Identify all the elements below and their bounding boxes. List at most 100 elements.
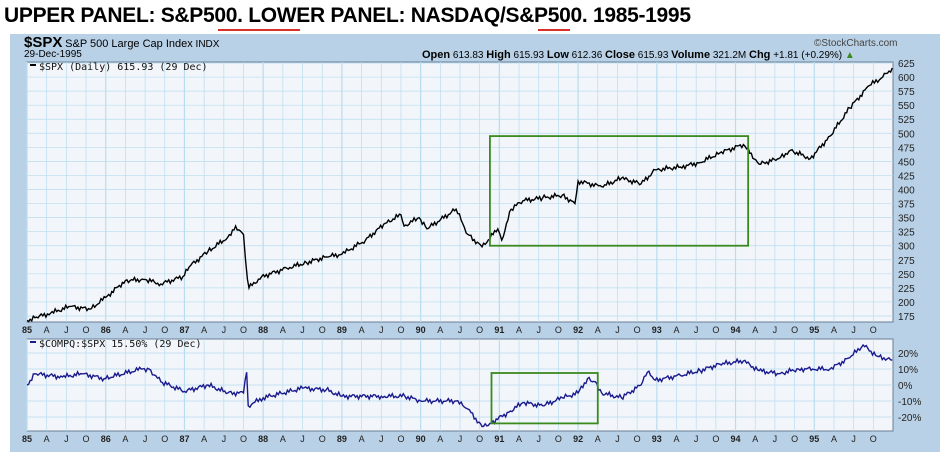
legend-label: $COMPQ:$SPX 15.50% (29 Dec) bbox=[39, 339, 202, 350]
x-tick-label: A bbox=[516, 434, 522, 444]
y-tick-label: 275 bbox=[898, 256, 915, 267]
x-tick-label: O bbox=[712, 325, 719, 335]
y-tick-label: 475 bbox=[898, 143, 915, 154]
compq-spx-ratio-line bbox=[26, 343, 893, 428]
x-tick-label: A bbox=[437, 325, 443, 335]
x-tick-label: O bbox=[319, 325, 326, 335]
x-tick-label: A bbox=[44, 325, 50, 335]
chg-label: Chg bbox=[749, 49, 771, 61]
x-tick-label: J bbox=[300, 325, 305, 335]
y-tick-label: 400 bbox=[898, 186, 915, 197]
x-tick-label: J bbox=[64, 325, 69, 335]
legend-label: $SPX (Daily) 615.93 (29 Dec) bbox=[39, 62, 208, 73]
index-name: S&P 500 Large Cap Index bbox=[65, 38, 193, 50]
x-tick-label: O bbox=[555, 434, 562, 444]
x-tick-label: O bbox=[397, 434, 404, 444]
x-tick-label: J bbox=[851, 434, 856, 444]
x-tick-label: O bbox=[476, 434, 483, 444]
x-tick-label: 86 bbox=[101, 434, 111, 444]
x-tick-label: 85 bbox=[22, 325, 32, 335]
y-tick-label: 175 bbox=[898, 312, 915, 323]
x-tick-label: A bbox=[359, 325, 365, 335]
x-tick-label: O bbox=[634, 434, 641, 444]
x-tick-label: J bbox=[773, 434, 778, 444]
x-tick-label: O bbox=[240, 325, 247, 335]
x-tick-label: J bbox=[379, 434, 384, 444]
low-label: Low bbox=[546, 49, 569, 61]
x-tick-label: J bbox=[458, 325, 463, 335]
x-tick-label: A bbox=[280, 434, 286, 444]
y-tick-label: 425 bbox=[898, 171, 915, 182]
y-tick-label: 10% bbox=[898, 365, 918, 376]
x-tick-label: J bbox=[773, 325, 778, 335]
x-tick-label: 92 bbox=[573, 434, 583, 444]
x-tick-label: 88 bbox=[258, 434, 268, 444]
watermark: ©StockCharts.com bbox=[814, 38, 898, 49]
x-tick-label: 87 bbox=[179, 325, 189, 335]
x-tick-label: J bbox=[851, 325, 856, 335]
y-tick-label: 300 bbox=[898, 242, 915, 253]
page-title: UPPER PANEL: S&P500. LOWER PANEL: NASDAQ… bbox=[4, 4, 691, 27]
y-tick-label: 350 bbox=[898, 214, 915, 225]
x-tick-label: J bbox=[379, 325, 384, 335]
volume-label: Volume bbox=[671, 49, 711, 61]
y-tick-label: 500 bbox=[898, 129, 915, 140]
x-tick-label: J bbox=[615, 325, 620, 335]
chart-date: 29-Dec-1995 bbox=[24, 49, 82, 60]
symbol: $SPX bbox=[24, 34, 63, 51]
y-tick-label: 600 bbox=[898, 73, 915, 84]
x-tick-label: J bbox=[458, 434, 463, 444]
x-tick-label: A bbox=[673, 434, 679, 444]
x-tick-label: J bbox=[694, 434, 699, 444]
x-tick-label: 88 bbox=[258, 325, 268, 335]
x-tick-label: O bbox=[240, 434, 247, 444]
x-tick-label: O bbox=[791, 434, 798, 444]
x-tick-label: 95 bbox=[809, 325, 819, 335]
y-tick-label: 20% bbox=[898, 349, 918, 360]
x-tick-label: A bbox=[516, 325, 522, 335]
title-underline bbox=[218, 29, 300, 31]
exchange: INDX bbox=[195, 39, 220, 50]
chg-value: +1.81 (+0.29%) bbox=[773, 50, 843, 61]
x-tick-label: A bbox=[752, 434, 758, 444]
x-tick-label: 90 bbox=[416, 325, 426, 335]
x-tick-label: J bbox=[222, 434, 227, 444]
close-label: Close bbox=[605, 49, 636, 61]
x-tick-label: 93 bbox=[652, 434, 662, 444]
y-tick-label: 325 bbox=[898, 228, 915, 239]
up-arrow-icon: ▲ bbox=[844, 50, 855, 61]
x-tick-label: A bbox=[752, 325, 758, 335]
x-tick-label: A bbox=[44, 434, 50, 444]
x-tick-label: A bbox=[122, 325, 128, 335]
x-tick-label: 92 bbox=[573, 325, 583, 335]
x-tick-label: 91 bbox=[494, 434, 504, 444]
x-tick-label: J bbox=[143, 325, 148, 335]
x-tick-label: 89 bbox=[337, 434, 347, 444]
x-tick-label: A bbox=[831, 325, 837, 335]
x-tick-label: A bbox=[831, 434, 837, 444]
x-tick-label: A bbox=[122, 434, 128, 444]
x-tick-label: 91 bbox=[494, 325, 504, 335]
low-value: 612.36 bbox=[571, 50, 603, 61]
open-label: Open bbox=[422, 49, 451, 61]
y-tick-label: 0% bbox=[898, 381, 913, 392]
x-tick-label: 86 bbox=[101, 325, 111, 335]
y-tick-label: -10% bbox=[898, 397, 921, 408]
high-label: High bbox=[486, 49, 511, 61]
x-tick-label: A bbox=[595, 434, 601, 444]
x-tick-label: A bbox=[673, 325, 679, 335]
x-tick-label: O bbox=[712, 434, 719, 444]
x-tick-label: J bbox=[615, 434, 620, 444]
x-tick-label: J bbox=[694, 325, 699, 335]
x-tick-label: O bbox=[161, 325, 168, 335]
x-tick-label: 87 bbox=[179, 434, 189, 444]
volume-value: 321.2M bbox=[712, 50, 747, 61]
annotation-box bbox=[489, 135, 750, 247]
x-tick-label: A bbox=[595, 325, 601, 335]
x-tick-label: 93 bbox=[652, 325, 662, 335]
x-tick-label: 89 bbox=[337, 325, 347, 335]
x-tick-label: O bbox=[555, 325, 562, 335]
x-tick-label: 95 bbox=[809, 434, 819, 444]
y-tick-label: 550 bbox=[898, 101, 915, 112]
x-tick-label: A bbox=[437, 434, 443, 444]
